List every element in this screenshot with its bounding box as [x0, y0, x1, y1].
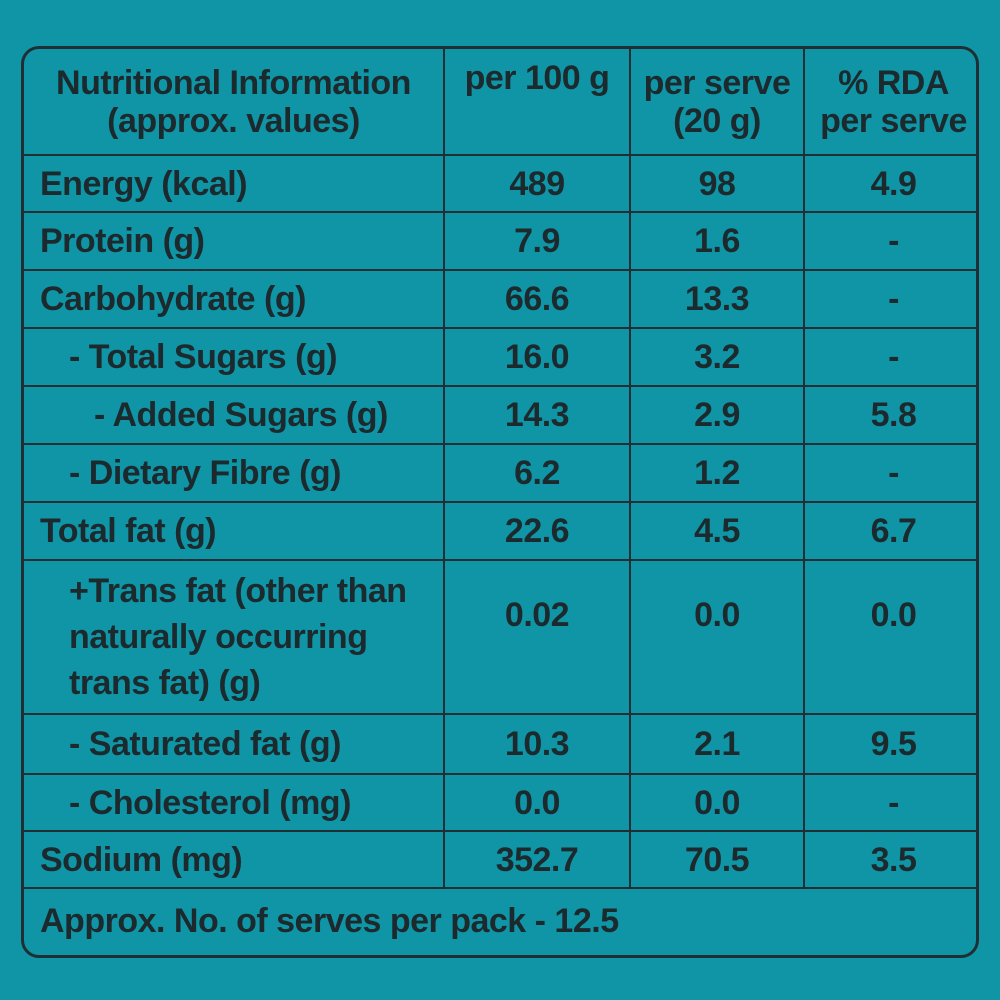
value-per-serve: 0.0 — [629, 559, 805, 715]
value-rda: 9.5 — [803, 713, 976, 775]
header-per-serve: per serve (20 g) — [629, 49, 805, 156]
row-label-total-sugars: - Total Sugars (g) — [24, 327, 445, 387]
nutrition-panel: Nutritional Information (approx. values)… — [21, 46, 979, 958]
value-rda: 4.9 — [803, 154, 976, 213]
table-row: Sodium (mg) 352.7 70.5 3.5 — [24, 830, 976, 889]
row-label-trans-fat: +Trans fat (other than naturally occurri… — [24, 559, 445, 715]
value-per-serve: 98 — [629, 154, 805, 213]
value-rda: 3.5 — [803, 830, 976, 889]
value-rda: - — [803, 211, 976, 271]
value-rda: - — [803, 269, 976, 329]
value-per-serve: 1.6 — [629, 211, 805, 271]
table-row: Carbohydrate (g) 66.6 13.3 - — [24, 269, 976, 329]
table-row: - Added Sugars (g) 14.3 2.9 5.8 — [24, 385, 976, 445]
value-per-100g: 489 — [443, 154, 631, 213]
table-row: Energy (kcal) 489 98 4.9 — [24, 154, 976, 213]
footer-row: Approx. No. of serves per pack - 12.5 — [24, 887, 976, 953]
header-subtitle: (approx. values) — [107, 101, 360, 140]
value-rda: - — [803, 443, 976, 503]
table-row: Total fat (g) 22.6 4.5 6.7 — [24, 501, 976, 561]
header-rda: % RDA per serve — [803, 49, 976, 156]
value-per-serve: 3.2 — [629, 327, 805, 387]
nutrition-table: Nutritional Information (approx. values)… — [24, 49, 976, 953]
table-row: - Dietary Fibre (g) 6.2 1.2 - — [24, 443, 976, 503]
row-label-added-sugars: - Added Sugars (g) — [24, 385, 445, 445]
row-label-sodium: Sodium (mg) — [24, 830, 445, 889]
value-per-serve: 1.2 — [629, 443, 805, 503]
value-rda: 6.7 — [803, 501, 976, 561]
value-rda: - — [803, 327, 976, 387]
row-label-cholesterol: - Cholesterol (mg) — [24, 773, 445, 832]
header-per-100g: per 100 g — [443, 49, 631, 156]
row-label-saturated-fat: - Saturated fat (g) — [24, 713, 445, 775]
value-per-100g: 7.9 — [443, 211, 631, 271]
row-label-protein: Protein (g) — [24, 211, 445, 271]
value-per-serve: 2.9 — [629, 385, 805, 445]
table-row: Protein (g) 7.9 1.6 - — [24, 211, 976, 271]
header-title: Nutritional Information — [56, 63, 411, 102]
value-per-serve: 0.0 — [629, 773, 805, 832]
value-per-100g: 0.02 — [443, 559, 631, 715]
table-row: +Trans fat (other than naturally occurri… — [24, 559, 976, 715]
table-row: - Total Sugars (g) 16.0 3.2 - — [24, 327, 976, 387]
serves-per-pack: Approx. No. of serves per pack - 12.5 — [24, 887, 976, 953]
header-row: Nutritional Information (approx. values)… — [24, 49, 976, 156]
value-rda: - — [803, 773, 976, 832]
value-per-serve: 2.1 — [629, 713, 805, 775]
value-rda: 5.8 — [803, 385, 976, 445]
value-per-serve: 4.5 — [629, 501, 805, 561]
value-per-100g: 16.0 — [443, 327, 631, 387]
row-label-energy: Energy (kcal) — [24, 154, 445, 213]
value-per-100g: 0.0 — [443, 773, 631, 832]
value-per-serve: 70.5 — [629, 830, 805, 889]
value-per-100g: 66.6 — [443, 269, 631, 329]
row-label-carbohydrate: Carbohydrate (g) — [24, 269, 445, 329]
value-per-100g: 22.6 — [443, 501, 631, 561]
value-per-100g: 10.3 — [443, 713, 631, 775]
value-per-100g: 14.3 — [443, 385, 631, 445]
row-label-total-fat: Total fat (g) — [24, 501, 445, 561]
table-row: - Saturated fat (g) 10.3 2.1 9.5 — [24, 713, 976, 775]
value-per-100g: 352.7 — [443, 830, 631, 889]
row-label-dietary-fibre: - Dietary Fibre (g) — [24, 443, 445, 503]
table-row: - Cholesterol (mg) 0.0 0.0 - — [24, 773, 976, 832]
value-per-serve: 13.3 — [629, 269, 805, 329]
value-per-100g: 6.2 — [443, 443, 631, 503]
value-rda: 0.0 — [803, 559, 976, 715]
header-nutritional-information: Nutritional Information (approx. values) — [24, 49, 445, 156]
